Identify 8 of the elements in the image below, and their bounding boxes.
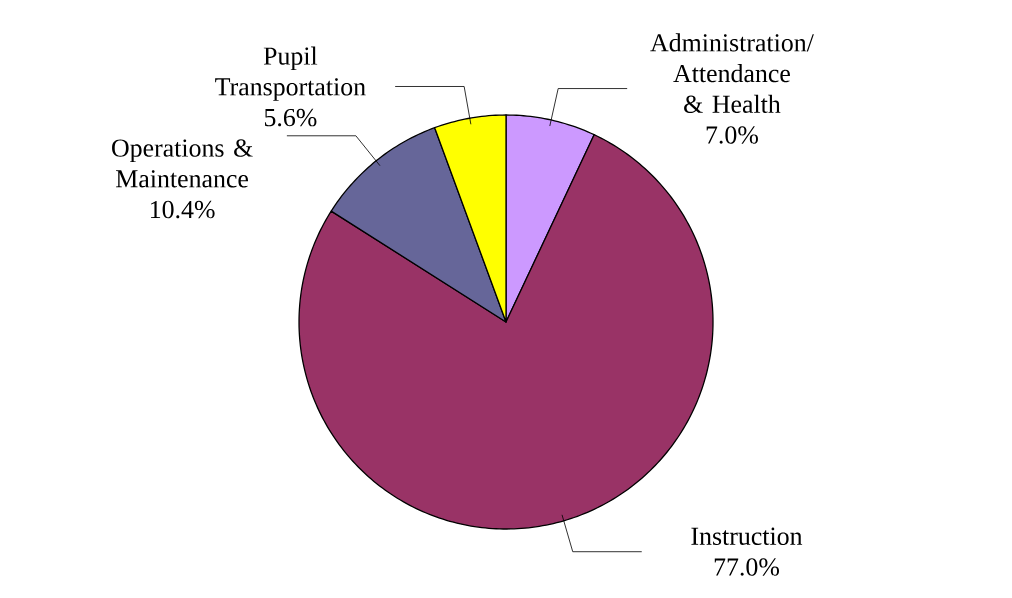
slice-label: Pupil Transportation bbox=[215, 46, 366, 101]
data-label: 10.4% bbox=[150, 200, 215, 219]
slice-label: Operations & Maintenance bbox=[112, 139, 253, 188]
data-label: 5.6% bbox=[264, 108, 317, 127]
data-label: 77.0% bbox=[714, 558, 780, 576]
slice-label: Administration/ Attendance & Health bbox=[650, 33, 814, 113]
data-label: 7.0% bbox=[706, 126, 758, 144]
legend-label: Instruction bbox=[691, 527, 803, 545]
